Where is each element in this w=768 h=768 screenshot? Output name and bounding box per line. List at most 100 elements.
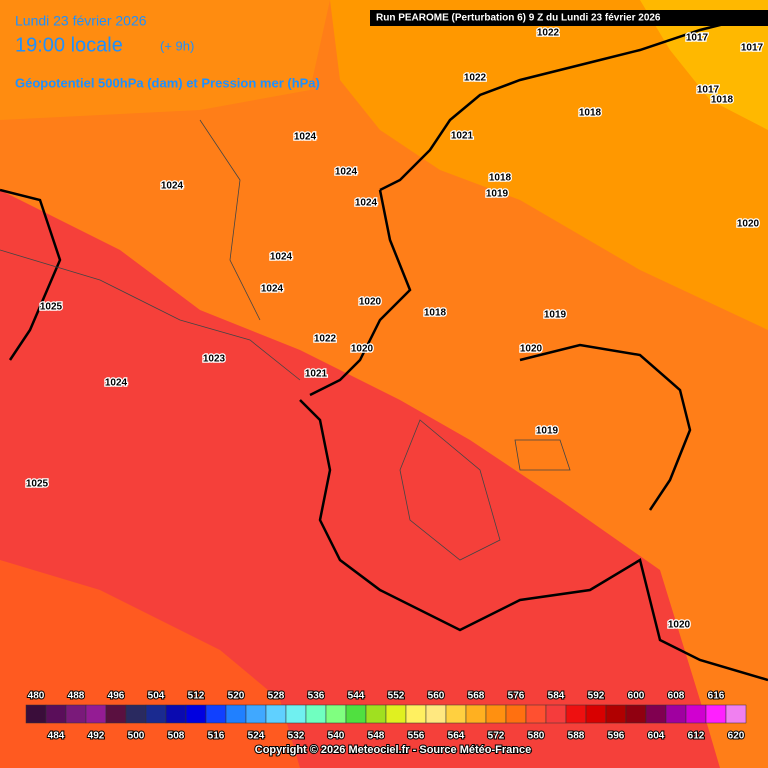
scale-swatch — [485, 704, 507, 724]
isobar-label: 1025 — [40, 302, 63, 313]
isobar-label: 1022 — [464, 73, 487, 84]
scale-label: 564 — [448, 731, 465, 742]
scale-label: 604 — [648, 731, 665, 742]
region — [330, 0, 768, 330]
scale-label: 488 — [68, 691, 85, 702]
isobar-label: 1024 — [161, 181, 184, 192]
scale-label: 496 — [108, 691, 125, 702]
scale-label: 616 — [708, 691, 725, 702]
subtitle: Géopotentiel 500hPa (dam) et Pression me… — [15, 75, 320, 90]
scale-swatch — [625, 704, 647, 724]
isobar-label: 1020 — [668, 620, 691, 631]
isobar-label: 1024 — [335, 167, 358, 178]
scale-swatch — [705, 704, 727, 724]
scale-swatch — [465, 704, 487, 724]
scale-label: 508 — [168, 731, 185, 742]
scale-swatch — [285, 704, 307, 724]
scale-swatch — [585, 704, 607, 724]
scale-label: 572 — [488, 731, 505, 742]
isobar-label: 1019 — [536, 426, 559, 437]
scale-label: 524 — [248, 731, 265, 742]
scale-swatch — [125, 704, 147, 724]
scale-label: 568 — [468, 691, 485, 702]
scale-swatch — [565, 704, 587, 724]
isobar-label: 1023 — [203, 354, 226, 365]
contour — [0, 188, 62, 361]
scale-swatch — [685, 704, 707, 724]
scale-label: 592 — [588, 691, 605, 702]
scale-label: 600 — [628, 691, 645, 702]
scale-label: 548 — [368, 731, 385, 742]
scale-label: 500 — [128, 731, 145, 742]
isobar-label: 1020 — [359, 297, 382, 308]
scale-label: 576 — [508, 691, 525, 702]
scale-label: 560 — [428, 691, 445, 702]
scale-label: 620 — [728, 731, 745, 742]
scale-label: 612 — [688, 731, 705, 742]
isobar-label: 1021 — [451, 131, 474, 142]
isobar-label: 1018 — [711, 95, 734, 106]
scale-swatch — [225, 704, 247, 724]
scale-label: 520 — [228, 691, 245, 702]
scale-swatch — [385, 704, 407, 724]
isobar-label: 1024 — [355, 198, 378, 209]
scale-swatch — [605, 704, 627, 724]
border — [0, 119, 571, 561]
scale-label: 492 — [88, 731, 105, 742]
scale-label: 544 — [348, 691, 365, 702]
scale-label: 528 — [268, 691, 285, 702]
scale-swatch — [305, 704, 327, 724]
date-label: Lundi 23 février 2026 — [15, 13, 147, 29]
scale-swatch — [145, 704, 167, 724]
scale-label: 580 — [528, 731, 545, 742]
scale-swatch — [725, 704, 747, 724]
isobar-label: 1024 — [105, 378, 128, 389]
scale-swatch — [45, 704, 67, 724]
region — [0, 190, 720, 768]
isobar-label: 1018 — [579, 108, 602, 119]
run-box — [370, 10, 768, 26]
scale-swatch — [325, 704, 347, 724]
scale-swatch — [665, 704, 687, 724]
scale-label: 556 — [408, 731, 425, 742]
isobar-label: 1018 — [424, 308, 447, 319]
region — [640, 0, 768, 130]
scale-label: 512 — [188, 691, 205, 702]
copyright: Copyright © 2026 Meteociel.fr - Source M… — [255, 744, 531, 756]
isobar-label: 1020 — [520, 344, 543, 355]
contour — [309, 189, 412, 397]
scale-label: 584 — [548, 691, 565, 702]
scale-swatch — [65, 704, 87, 724]
scale-swatch — [85, 704, 107, 724]
scale-swatch — [365, 704, 387, 724]
isobar-label: 1019 — [486, 189, 509, 200]
isobar-label: 1024 — [294, 132, 317, 143]
contours — [0, 18, 768, 682]
scale-label: 504 — [148, 691, 165, 702]
scale-swatch — [205, 704, 227, 724]
scale-swatch — [265, 704, 287, 724]
isobar-label: 1021 — [305, 369, 328, 380]
isobar-label: 1020 — [737, 219, 760, 230]
scale-swatch — [505, 704, 527, 724]
isobar-label: 1017 — [741, 43, 764, 54]
isobar-label: 1017 — [697, 85, 720, 96]
contour — [299, 399, 768, 682]
isobar-label: 1024 — [270, 252, 293, 263]
isobar-label: 1017 — [686, 33, 709, 44]
isobar-label: 1020 — [351, 344, 374, 355]
scale-swatch — [525, 704, 547, 724]
scale-label: 532 — [288, 731, 305, 742]
scale-swatch — [105, 704, 127, 724]
scale-swatch — [25, 704, 47, 724]
scale-swatch — [345, 704, 367, 724]
scale-label: 540 — [328, 731, 345, 742]
scale-swatch — [425, 704, 447, 724]
isobar-label: 1022 — [314, 334, 337, 345]
offset-label: (+ 9h) — [160, 38, 194, 53]
scale-swatch — [165, 704, 187, 724]
scale-swatch — [445, 704, 467, 724]
run-label: Run PEAROME (Perturbation 6) 9 Z du Lund… — [376, 13, 661, 24]
isobar-label: 1024 — [261, 284, 284, 295]
scale-label: 608 — [668, 691, 685, 702]
